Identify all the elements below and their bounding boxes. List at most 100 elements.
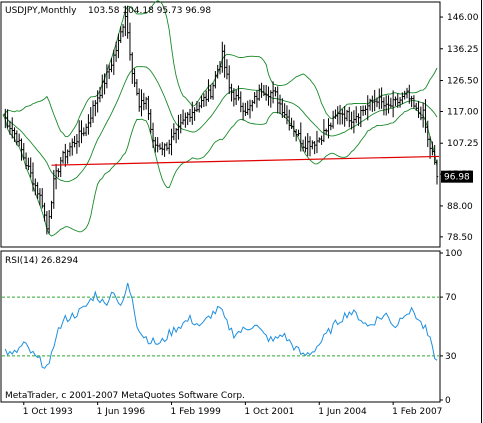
price-bar [142, 92, 146, 111]
price-bar [331, 110, 335, 129]
price-bar [204, 90, 208, 107]
price-bar [96, 90, 99, 113]
price-bar [276, 86, 279, 114]
price-bar [401, 92, 404, 105]
x-tick-label: 1 Jun 1996 [97, 407, 146, 417]
price-bar [52, 169, 55, 209]
price-bar [168, 139, 171, 155]
price-bar [195, 101, 199, 113]
price-bar [184, 112, 187, 128]
price-bar [285, 105, 289, 125]
price-bar [308, 136, 312, 157]
price-bar [297, 129, 300, 137]
price-bar [82, 127, 85, 137]
price-bar [371, 95, 374, 112]
price-bar [121, 24, 125, 38]
price-bar [373, 89, 376, 112]
price-bar [41, 188, 44, 209]
price-bar [313, 141, 316, 155]
rsi-y-tick-label: 100 [445, 249, 462, 259]
price-bar [385, 95, 388, 116]
price-bar [345, 109, 349, 122]
price-y-tick-label: 146.00 [447, 13, 479, 23]
price-bar [301, 139, 305, 152]
price-bar [181, 109, 185, 125]
x-tick-label: 1 Jun 2004 [318, 407, 367, 417]
price-bar [144, 96, 148, 110]
price-bar [154, 137, 157, 153]
price-bar [135, 79, 139, 96]
price-bar [234, 89, 238, 105]
price-y-tick-label: 88.00 [447, 202, 473, 212]
price-bar [94, 99, 97, 117]
price-bar [387, 95, 390, 114]
price-bar [410, 95, 413, 108]
price-bar [179, 113, 182, 134]
price-bar [17, 133, 21, 147]
price-bar [283, 103, 286, 119]
price-bar [172, 123, 176, 141]
price-bar [382, 97, 386, 116]
price-bar [117, 33, 120, 59]
price-bar [188, 108, 192, 122]
price-bar [368, 98, 372, 111]
price-bar [294, 128, 298, 142]
price-bar [214, 71, 217, 89]
price-bar [361, 105, 365, 116]
price-bar [375, 97, 379, 108]
price-bar [405, 87, 409, 99]
price-bar [408, 84, 411, 104]
price-bar [274, 87, 277, 97]
price-bar [315, 130, 319, 154]
price-bar [50, 200, 53, 219]
price-bar [4, 108, 7, 129]
price-bar [103, 73, 106, 95]
price-bar [244, 102, 247, 117]
price-bar [251, 100, 254, 112]
price-bar [11, 117, 14, 139]
price-bar [151, 122, 155, 148]
price-bar [61, 150, 65, 164]
price-y-tick-label: 126.50 [447, 77, 479, 87]
rsi-line [4, 282, 438, 369]
price-bar [338, 104, 342, 125]
rsi-y-tick-label: 0 [445, 396, 451, 406]
price-bar [364, 105, 367, 116]
price-bar [271, 81, 275, 104]
price-bar [138, 88, 141, 112]
price-bar [107, 64, 111, 79]
price-y-tick-label: 107.25 [447, 139, 479, 149]
price-bar [54, 163, 58, 190]
price-bar [258, 84, 261, 101]
price-bar [211, 82, 215, 100]
price-bars [4, 5, 439, 235]
price-bar [228, 65, 231, 94]
price-bar [209, 85, 212, 100]
price-bar [198, 101, 201, 113]
last-price-tag: 96.98 [441, 170, 473, 183]
price-bar [378, 88, 381, 110]
price-bar [27, 157, 30, 171]
price-bar [71, 138, 74, 156]
price-bar [223, 44, 226, 78]
price-bar [288, 109, 291, 131]
price-bar [336, 106, 339, 125]
price-bar [248, 99, 252, 119]
price-y-tick-label: 136.25 [447, 45, 479, 55]
price-bar [105, 64, 109, 89]
price-bar [241, 102, 245, 121]
price-bar [165, 142, 169, 151]
price-y-axis: 146.00136.25126.50117.00107.2597.7588.00… [440, 13, 479, 243]
price-bar [267, 86, 270, 106]
rsi-y-axis: 100 70 30 0 [440, 249, 462, 406]
price-bar [43, 202, 46, 222]
price-bar [431, 141, 434, 156]
price-bar [304, 136, 307, 153]
price-chart-title: USDJPY,Monthly [5, 6, 77, 16]
price-bar [193, 107, 196, 121]
price-bar [380, 87, 383, 109]
price-bar [147, 95, 150, 121]
price-bar [84, 123, 88, 137]
price-bar [174, 128, 178, 144]
